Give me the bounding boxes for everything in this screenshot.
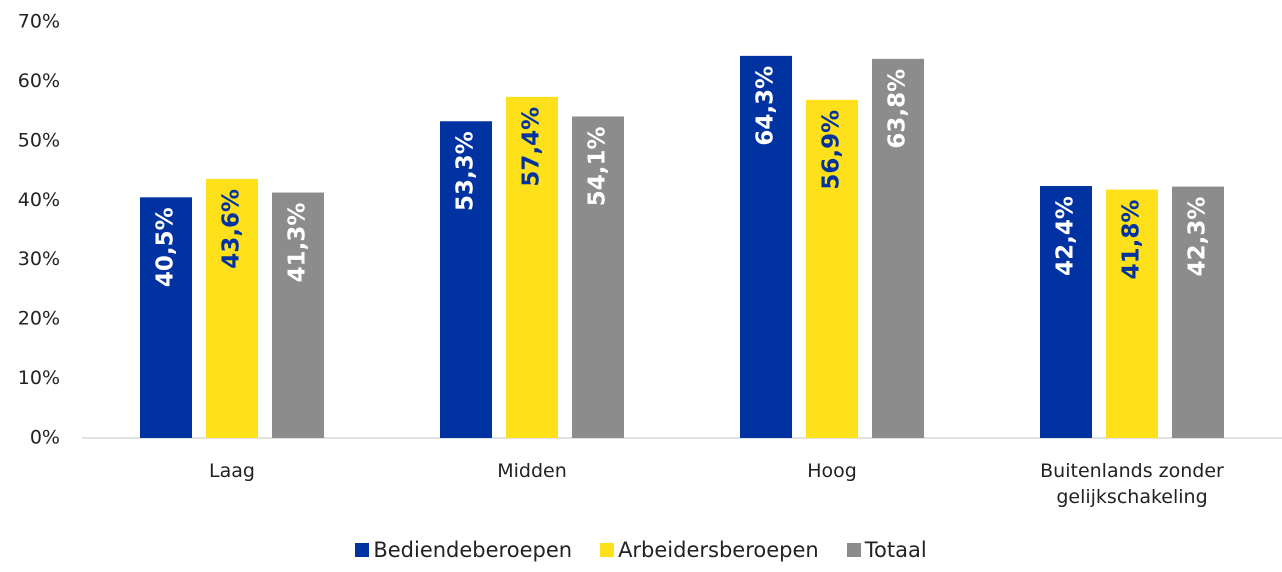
legend-label: Totaal [864, 538, 927, 562]
legend-item: Arbeidersberoepen [600, 538, 819, 562]
x-tick-label: Laag [209, 460, 255, 482]
legend-swatch [355, 543, 370, 557]
legend-item: Totaal [846, 538, 927, 562]
value-label: 63,8% [885, 69, 911, 149]
y-tick-label: 50% [18, 129, 60, 151]
y-tick-label: 10% [18, 367, 60, 389]
value-label: 42,4% [1053, 196, 1079, 276]
y-tick-label: 40% [18, 189, 60, 211]
x-tick-label: Buitenlands zonder gelijkschakeling [1040, 460, 1224, 508]
value-label: 41,3% [285, 203, 311, 283]
value-label: 40,5% [153, 207, 179, 287]
x-tick-label: Midden [497, 460, 567, 482]
bar [872, 58, 924, 439]
bar [206, 178, 258, 439]
y-tick-label: 30% [18, 248, 60, 270]
bar [740, 55, 792, 438]
value-label: 64,3% [753, 66, 779, 146]
value-label: 43,6% [219, 189, 245, 269]
y-tick-label: 20% [18, 308, 60, 330]
legend-label: Bediendeberoepen [373, 538, 573, 562]
bar [1106, 189, 1158, 438]
y-tick-label: 70% [18, 11, 60, 33]
bar [272, 192, 324, 438]
y-tick-label: 0% [30, 427, 60, 449]
legend-item: Bediendeberoepen [355, 538, 572, 562]
bar [506, 96, 558, 438]
value-label: 57,4% [519, 107, 545, 187]
legend: Bediendeberoepen Arbeidersberoepen Totaal [0, 538, 1282, 562]
legend-swatch [600, 543, 615, 557]
bar [1040, 186, 1092, 438]
value-label: 42,3% [1185, 197, 1211, 277]
y-tick-label: 60% [18, 70, 60, 92]
legend-label: Arbeidersberoepen [618, 538, 819, 562]
bar [440, 121, 492, 438]
x-tick-label: Hoog [807, 460, 857, 482]
value-label: 54,1% [585, 126, 611, 206]
bar [1172, 186, 1224, 438]
bar [140, 197, 192, 438]
value-label: 41,8% [1119, 200, 1145, 280]
bar [572, 116, 624, 439]
value-label: 53,3% [453, 131, 479, 211]
value-label: 56,9% [819, 110, 845, 190]
legend-swatch [846, 543, 861, 557]
bar [806, 99, 858, 438]
